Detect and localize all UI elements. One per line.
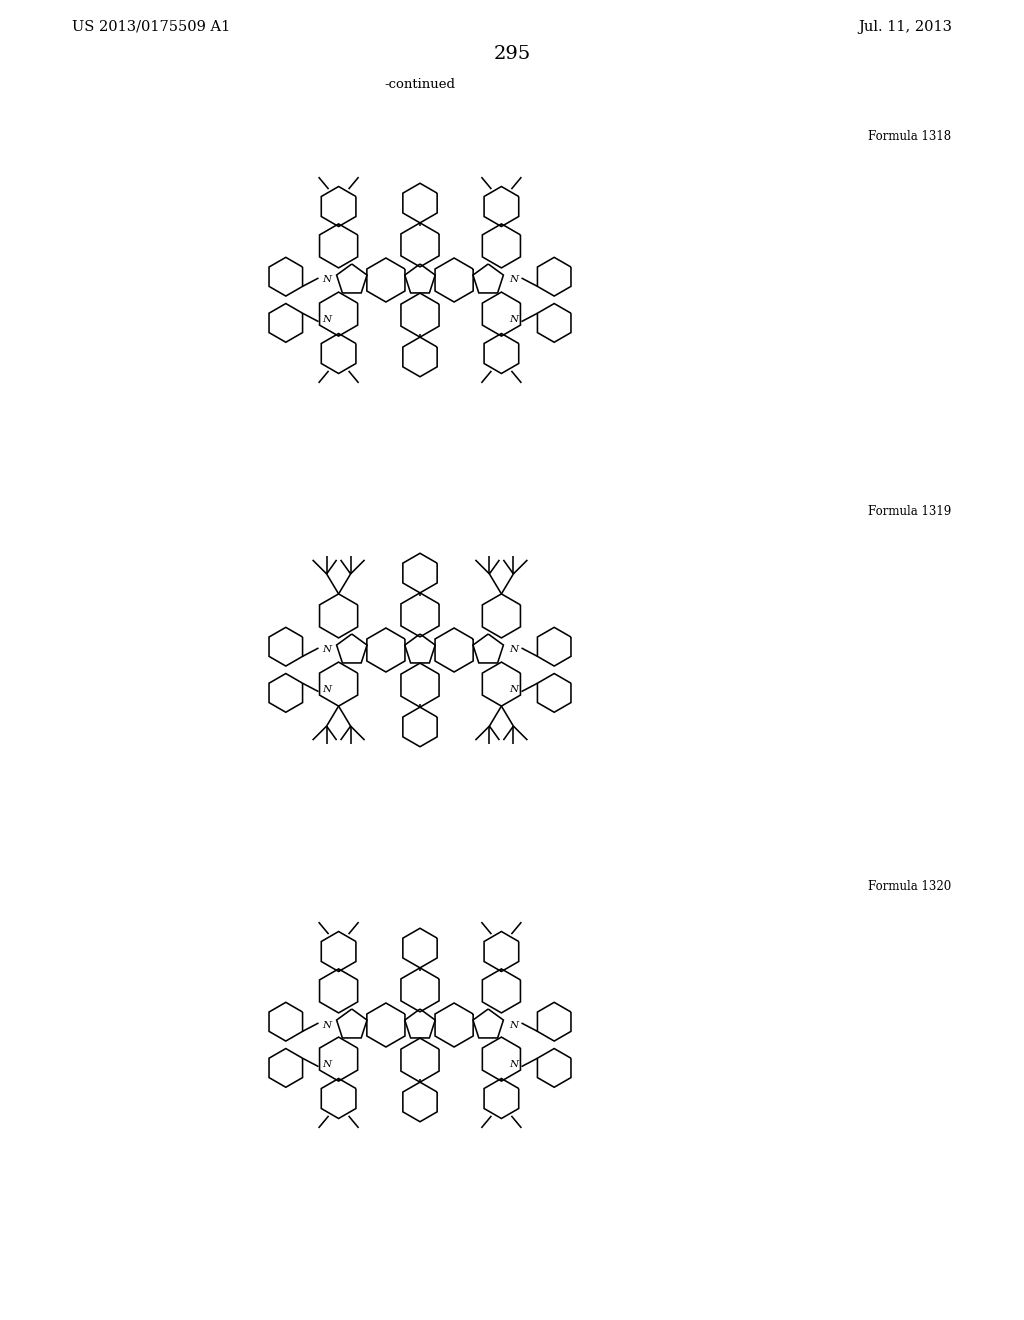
Text: N: N [322, 276, 331, 285]
Text: N: N [322, 645, 331, 655]
Text: N: N [322, 685, 331, 694]
Text: N: N [509, 315, 518, 325]
Text: Formula 1320: Formula 1320 [868, 880, 951, 894]
Text: N: N [509, 685, 518, 694]
Text: N: N [322, 1020, 331, 1030]
Text: N: N [509, 1020, 518, 1030]
Text: Formula 1318: Formula 1318 [868, 129, 951, 143]
Text: Jul. 11, 2013: Jul. 11, 2013 [858, 20, 952, 34]
Text: 295: 295 [494, 45, 530, 63]
Text: N: N [322, 1060, 331, 1069]
Text: N: N [322, 315, 331, 325]
Text: N: N [509, 1060, 518, 1069]
Text: N: N [509, 276, 518, 285]
Text: -continued: -continued [384, 78, 456, 91]
Text: Formula 1319: Formula 1319 [868, 506, 951, 517]
Text: N: N [509, 645, 518, 655]
Text: US 2013/0175509 A1: US 2013/0175509 A1 [72, 20, 230, 34]
